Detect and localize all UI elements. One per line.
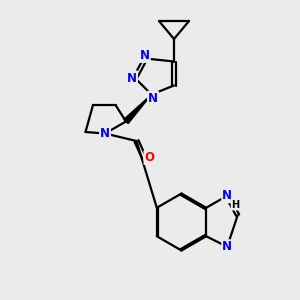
Text: O: O [144,151,154,164]
Text: N: N [222,240,232,253]
Text: H: H [232,200,240,210]
Polygon shape [124,94,152,124]
Text: N: N [148,92,158,105]
Text: N: N [100,127,110,140]
Text: N: N [222,189,232,202]
Text: N: N [127,71,137,85]
Text: N: N [140,49,150,62]
